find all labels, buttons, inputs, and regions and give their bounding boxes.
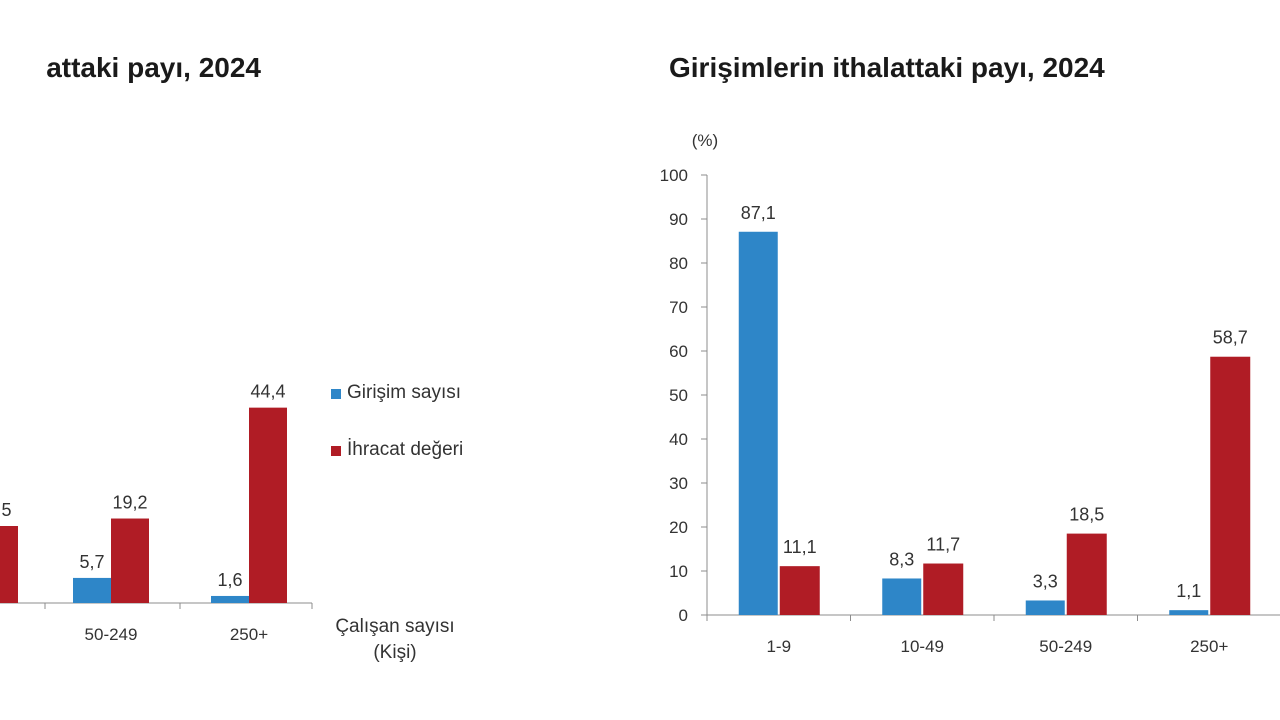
right-y-unit-label: (%) [692,131,718,150]
left-bar-9-1 [0,526,18,603]
right-bar-1-9-0 [738,231,778,615]
right-y-tick-label-70: 70 [669,298,688,317]
right-data-label-10-49-0: 8,3 [889,549,914,569]
right-bar-250+-1 [1210,356,1251,615]
left-data-label-50-249-0: 5,7 [79,552,104,572]
legend-label-ihracat: İhracat değeri [347,439,464,460]
left-bar-250+-1 [249,407,287,603]
left-category-label-50-249: 50-249 [85,625,138,644]
right-data-label-10-49-1: 11,7 [926,535,960,555]
right-bar-50-249-1 [1066,533,1107,615]
right-bar-10-49-1 [923,563,964,615]
right-bar-10-49-0 [882,578,922,615]
right-y-tick-label-90: 90 [669,210,688,229]
right-y-tick-label-40: 40 [669,430,688,449]
right-category-label-1-9: 1-9 [766,637,791,656]
right-data-label-1-9-0: 87,1 [741,203,776,223]
left-bar-50-249-1 [111,518,149,603]
left-data-label-250+-0: 1,6 [217,570,242,590]
right-data-label-50-249-1: 18,5 [1069,505,1104,525]
right-y-tick-label-50: 50 [669,386,688,405]
x-axis-unit-line1: Çalışan sayısı [335,616,455,637]
left-data-label-9-1: 7,5 [0,500,12,520]
right-chart-title: Girişimlerin ithalattaki payı, 2024 [669,52,1105,83]
left-bar-250+-0 [211,595,249,603]
left-chart-title: attaki payı, 2024 [46,52,261,83]
x-axis-unit-label: Çalışan sayısı (Kişi) [310,614,480,666]
right-y-tick-label-20: 20 [669,518,688,537]
right-y-tick-label-10: 10 [669,562,688,581]
legend-swatch-girisim [331,389,341,399]
right-category-label-10-49: 10-49 [901,637,944,656]
legend-swatch-ihracat [331,446,341,456]
right-data-label-50-249-0: 3,3 [1033,571,1058,591]
right-y-tick-label-30: 30 [669,474,688,493]
legend-label-girisim: Girişim sayısı [347,382,461,403]
right-bar-250+-0 [1169,610,1209,615]
right-data-label-250+-1: 58,7 [1213,328,1248,348]
left-bar-50-249-0 [73,577,111,603]
right-bar-50-249-0 [1025,600,1065,615]
right-category-label-250+: 250+ [1190,637,1228,656]
right-data-label-250+-0: 1,1 [1176,581,1201,601]
right-y-tick-label-80: 80 [669,254,688,273]
left-data-label-50-249-1: 19,2 [112,493,147,513]
right-y-tick-label-60: 60 [669,342,688,361]
x-axis-unit-line2: (Kişi) [373,642,417,663]
right-y-tick-label-100: 100 [660,166,688,185]
right-y-tick-label-0: 0 [679,606,688,625]
right-category-label-50-249: 50-249 [1039,637,1092,656]
left-data-label-250+-1: 44,4 [250,382,285,402]
left-category-label-250+: 250+ [230,625,268,644]
right-data-label-1-9-1: 11,1 [783,537,817,557]
right-bar-1-9-1 [779,566,820,615]
